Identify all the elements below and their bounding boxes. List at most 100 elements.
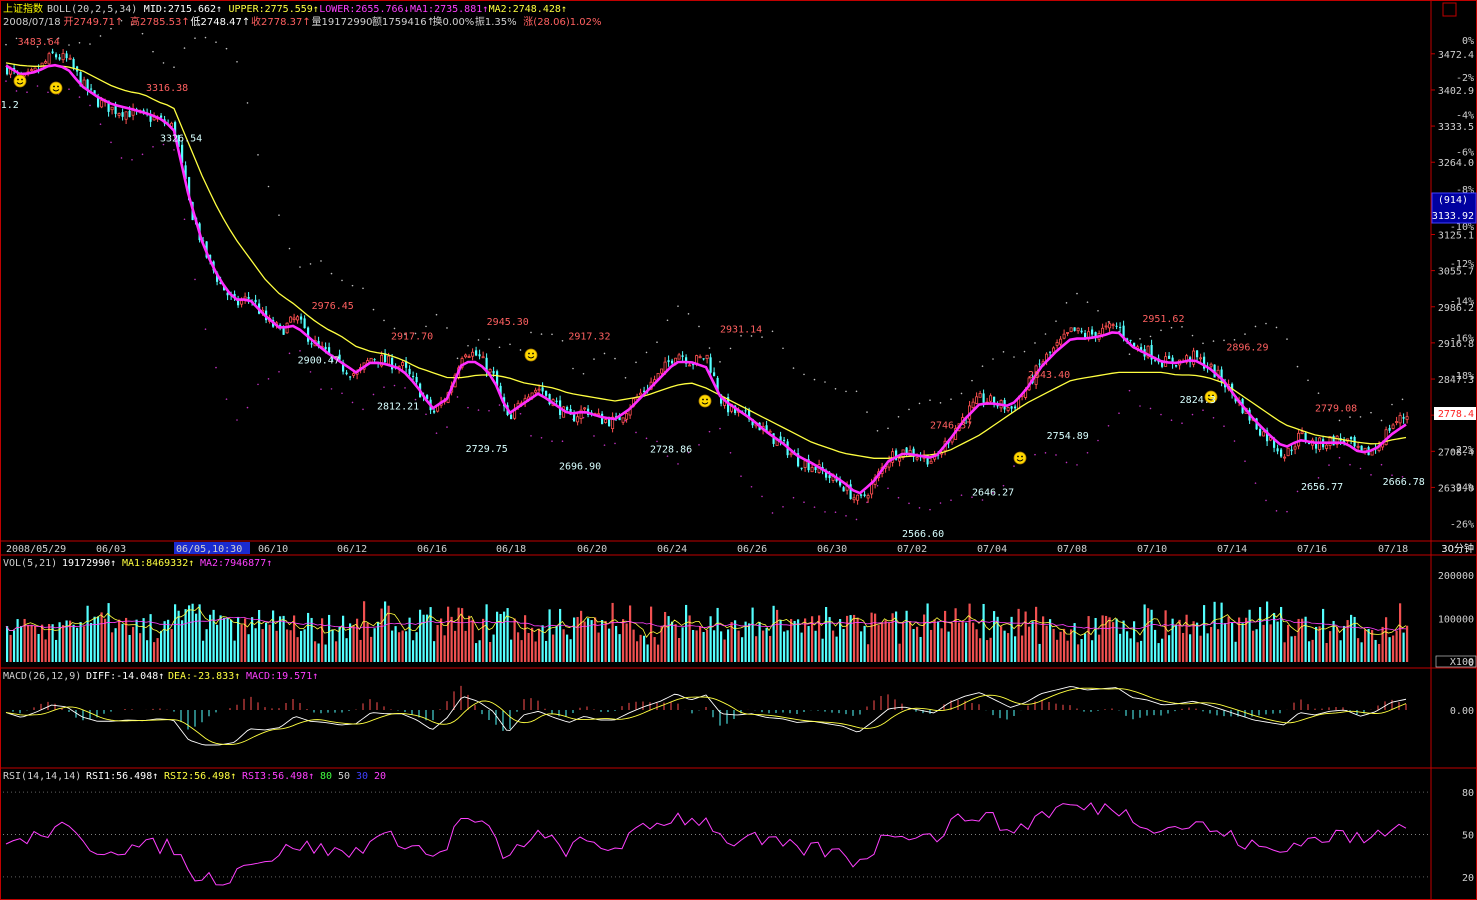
volume-bar [1017,608,1020,662]
candle-body [1259,429,1262,436]
volume-bar [1038,643,1041,662]
candle-body [117,113,121,116]
volume-bar [342,615,345,662]
volume-bar [1066,640,1069,662]
lower-band-dot [540,436,543,439]
upper-band-dot [1002,351,1005,353]
smiley-mouth [16,82,24,85]
smiley-mouth [701,402,709,405]
volume-bar [1122,620,1125,662]
lower-band-dot [593,435,595,437]
lower-band-dot [446,426,448,428]
lower-band-dot [225,398,228,400]
volume-bar [545,640,548,662]
volume-bar [1077,644,1080,662]
volume-bar [1196,622,1199,662]
annotation-label: 2666.78 [1383,477,1425,488]
lower-band-dot [194,278,196,281]
volume-bar [1231,622,1234,662]
lower-band-dot [1139,405,1141,407]
smiley-eye [1021,455,1023,458]
toggle-button[interactable] [1442,2,1457,17]
candle-body [412,375,415,377]
volume-bar [972,622,975,662]
upper-band-dot [425,325,427,328]
volume-bar [167,619,170,662]
volume-bar [1311,639,1314,662]
volume-bar [16,619,19,662]
candle-body [814,466,817,471]
candle-body [1171,357,1174,365]
candle-body [124,111,128,120]
candle-body [1276,448,1279,452]
lower-band-dot [771,512,774,514]
volume-bar [1000,626,1003,662]
volume-bar [244,618,247,662]
pct-tick-label: -10% [1450,222,1474,233]
volume-bar [9,634,12,662]
volume-bar [1073,623,1076,662]
volume-bar [1189,634,1192,662]
volume-bar [632,629,635,662]
candle-body [93,90,96,95]
upper-band-dot [215,41,217,43]
volume-bar [125,617,128,662]
volume-bar [254,628,257,662]
lower-band-dot [47,91,49,94]
candle-body [810,467,814,473]
volume-bar [867,644,870,662]
volume-bar [107,603,110,662]
upper-band-dot [1223,339,1225,342]
lower-band-dot [435,432,438,434]
candle-body [1360,445,1363,452]
volume-bar [135,619,138,662]
candle-body [384,353,387,363]
upper-band-dot [561,340,564,342]
lower-band-dot [26,91,28,94]
upper-band-dot [834,388,837,390]
smiley-mouth [52,89,60,92]
volume-bar [412,640,415,662]
upper-band-dot [246,102,249,104]
lower-band-dot [908,502,910,505]
volume-bar [496,611,499,662]
lower-band-dot [1202,409,1204,412]
volume-bar [839,619,842,662]
volume-bar [1084,633,1087,662]
volume-bar [597,632,600,662]
upper-band-dot [908,408,910,411]
volume-bar [408,617,411,662]
volume-bar [328,614,331,662]
candle-body [1049,351,1052,353]
volume-bar [1003,630,1006,662]
candle-body [803,460,807,468]
upper-band-dot [498,346,501,349]
upper-band-dot [435,313,438,316]
volume-bar [524,615,527,662]
volume-bar [965,622,968,662]
lower-band-dot [477,409,480,411]
upper-band-dot [68,44,70,46]
volume-bar [174,604,177,662]
candle-body [1332,435,1335,446]
volume-panel: VOL(5,21) 19172990↑ MA1:8469332↑ MA2:794687… [3,558,1477,669]
volume-bar [604,620,607,662]
lower-band-dot [1223,425,1225,427]
volume-bar [930,629,933,662]
annotation-label: 2566.60 [902,529,944,540]
volume-bar [72,624,75,662]
upper-band-dot [1181,326,1183,328]
volume-bar [618,634,621,662]
upper-band-dot [582,372,585,375]
lower-band-dot [582,416,585,419]
pct-tick-label: -12% [1450,259,1474,270]
volume-bar [1091,640,1094,662]
volume-bar [419,609,422,662]
annotation-label: 2931.14 [720,324,762,335]
candle-body [1073,327,1076,331]
volume-bar [1353,616,1356,662]
volume-bar [384,601,387,662]
candle-body [471,351,475,357]
upper-band-dot [404,333,406,336]
